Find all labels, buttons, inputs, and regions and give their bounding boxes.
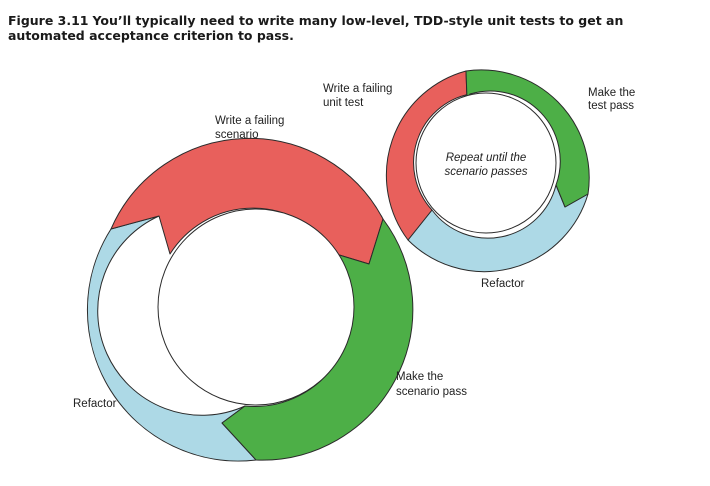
large-cycle-center — [158, 209, 354, 405]
small-center-label-line1: Repeat until the — [446, 152, 527, 164]
large-cycle — [87, 138, 412, 461]
large-write-label-line2: scenario — [215, 129, 258, 141]
small-center-label-line2: scenario passes — [444, 166, 527, 178]
large-make-label-line2: scenario pass — [396, 386, 467, 398]
small-make-label-line1: Make the — [588, 87, 635, 99]
small-write-label-line1: Write a failing — [323, 83, 392, 95]
small-refactor-label: Refactor — [481, 278, 525, 290]
small-write-label-line2: unit test — [323, 97, 364, 109]
large-write-label-line1: Write a failing — [215, 115, 284, 127]
large-refactor-label: Refactor — [73, 398, 117, 410]
small-make-label-line2: test pass — [588, 100, 634, 112]
large-make-label-line1: Make the — [396, 371, 443, 383]
